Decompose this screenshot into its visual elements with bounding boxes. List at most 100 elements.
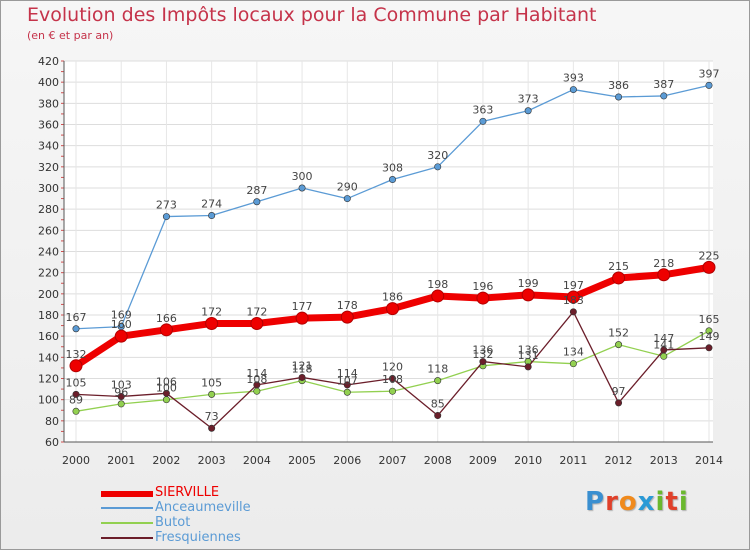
y-tick-label: 300 xyxy=(38,182,59,195)
data-label: 177 xyxy=(292,300,313,313)
data-label: 169 xyxy=(111,309,132,322)
data-point xyxy=(434,163,442,171)
y-tick-label: 220 xyxy=(38,267,59,280)
data-point xyxy=(569,360,577,368)
y-tick-label: 380 xyxy=(38,97,59,110)
data-label: 274 xyxy=(201,198,222,211)
data-point xyxy=(431,289,445,303)
data-label: 198 xyxy=(427,278,448,291)
data-label: 132 xyxy=(66,348,87,361)
data-label: 165 xyxy=(699,313,720,326)
data-point xyxy=(162,396,170,404)
data-point xyxy=(705,81,713,89)
y-tick-label: 340 xyxy=(38,140,59,153)
data-label: 178 xyxy=(337,299,358,312)
data-point xyxy=(388,176,396,184)
data-point xyxy=(569,86,577,94)
x-tick-label: 2011 xyxy=(559,454,587,467)
data-label: 215 xyxy=(608,260,629,273)
data-point xyxy=(612,271,626,285)
data-point xyxy=(479,117,487,125)
data-point xyxy=(660,92,668,100)
y-tick-label: 200 xyxy=(38,288,59,301)
data-label: 108 xyxy=(246,373,267,386)
data-label: 160 xyxy=(111,318,132,331)
data-point xyxy=(72,390,80,398)
data-label: 172 xyxy=(201,305,222,318)
data-label: 167 xyxy=(66,311,87,324)
y-tick-label: 280 xyxy=(38,203,59,216)
data-point xyxy=(343,381,351,389)
data-label: 196 xyxy=(472,280,493,293)
data-label: 172 xyxy=(246,305,267,318)
data-label: 134 xyxy=(563,346,584,359)
legend-swatch-fresquiennes xyxy=(101,537,153,539)
x-tick-label: 2003 xyxy=(198,454,226,467)
x-tick-label: 2009 xyxy=(469,454,497,467)
data-point xyxy=(343,195,351,203)
chart-title: Evolution des Impôts locaux pour la Comm… xyxy=(27,4,597,26)
data-label: 287 xyxy=(246,184,267,197)
data-label: 118 xyxy=(292,363,313,376)
data-label: 273 xyxy=(156,199,177,212)
data-point xyxy=(117,392,125,400)
data-label: 166 xyxy=(156,312,177,325)
x-tick-label: 2008 xyxy=(424,454,452,467)
data-point xyxy=(388,387,396,395)
data-point xyxy=(298,373,306,381)
data-point xyxy=(340,310,354,324)
data-label: 373 xyxy=(518,93,539,106)
data-point xyxy=(388,374,396,382)
y-tick-label: 100 xyxy=(38,394,59,407)
data-point xyxy=(117,400,125,408)
data-label: 147 xyxy=(653,332,674,345)
data-point xyxy=(566,290,580,304)
logo-letter: P xyxy=(585,487,606,517)
data-point xyxy=(479,358,487,366)
data-label: 100 xyxy=(156,382,177,395)
data-point xyxy=(114,329,128,343)
data-point xyxy=(162,389,170,397)
data-label: 152 xyxy=(608,327,629,340)
legend-label-sierville: SIERVILLE xyxy=(155,485,220,500)
y-tick-label: 160 xyxy=(38,330,59,343)
data-label: 225 xyxy=(699,249,720,262)
data-point xyxy=(524,107,532,115)
data-point xyxy=(205,316,219,330)
data-label: 149 xyxy=(699,330,720,343)
data-label: 397 xyxy=(699,67,720,80)
data-label: 197 xyxy=(563,279,584,292)
x-tick-label: 2006 xyxy=(333,454,361,467)
x-tick-label: 2007 xyxy=(379,454,407,467)
data-point xyxy=(702,260,716,274)
data-point xyxy=(253,381,261,389)
data-label: 290 xyxy=(337,181,358,194)
data-label: 363 xyxy=(472,103,493,116)
data-point xyxy=(69,359,83,373)
data-label: 186 xyxy=(382,291,403,304)
data-label: 131 xyxy=(518,349,539,362)
legend-label-butot: Butot xyxy=(155,515,191,530)
data-label: 393 xyxy=(563,72,584,85)
data-label: 89 xyxy=(69,393,83,406)
data-label: 118 xyxy=(427,363,448,376)
data-label: 136 xyxy=(472,344,493,357)
y-tick-label: 120 xyxy=(38,373,59,386)
data-point xyxy=(72,325,80,333)
data-point xyxy=(298,184,306,192)
data-point xyxy=(208,212,216,220)
data-point xyxy=(253,198,261,206)
data-label: 105 xyxy=(66,376,87,389)
data-point xyxy=(615,93,623,101)
x-tick-label: 2013 xyxy=(650,454,678,467)
data-label: 108 xyxy=(382,373,403,386)
y-tick-label: 60 xyxy=(45,436,59,449)
data-point xyxy=(434,377,442,385)
data-label: 132 xyxy=(472,348,493,361)
data-point xyxy=(657,268,671,282)
data-label: 141 xyxy=(653,338,674,351)
y-tick-label: 260 xyxy=(38,224,59,237)
logo-letter: o xyxy=(618,487,638,517)
logo-letter: r xyxy=(605,487,619,517)
